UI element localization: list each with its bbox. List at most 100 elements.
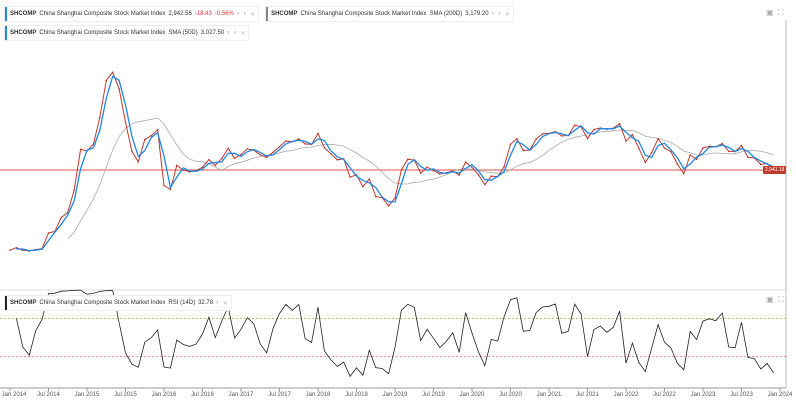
x-tick-label: Jul 2019 bbox=[422, 392, 445, 398]
price-point bbox=[650, 151, 653, 154]
ticker: SHCOMP bbox=[10, 300, 37, 306]
price-point bbox=[618, 122, 621, 125]
close-icon[interactable]: ✕ bbox=[222, 300, 228, 307]
price-point bbox=[721, 142, 724, 145]
price-point bbox=[201, 166, 204, 169]
price-point bbox=[9, 249, 11, 251]
price-point bbox=[285, 140, 287, 142]
indicator: SMA (200D) bbox=[429, 11, 463, 17]
price-point bbox=[682, 172, 685, 175]
price-point bbox=[676, 163, 679, 165]
price-point bbox=[503, 165, 505, 168]
settings-icon[interactable]: ◐ bbox=[233, 30, 238, 36]
price-point bbox=[638, 147, 640, 149]
price-point bbox=[47, 232, 50, 234]
price-point bbox=[317, 132, 319, 135]
price-point bbox=[426, 166, 428, 169]
price-point bbox=[407, 158, 409, 161]
price-point bbox=[73, 189, 75, 191]
legend-sma50: SHCOMP China Shanghai Composite Stock Ma… bbox=[4, 25, 250, 41]
price-point bbox=[240, 153, 242, 156]
price-point bbox=[163, 184, 165, 187]
sma200-line bbox=[67, 117, 774, 239]
price-point bbox=[573, 124, 576, 127]
x-tick-label: Jan 2017 bbox=[228, 392, 254, 398]
price-point bbox=[143, 138, 146, 141]
close-icon[interactable]: ✕ bbox=[240, 30, 246, 37]
close-icon[interactable]: ✕ bbox=[250, 11, 256, 18]
price-point bbox=[471, 166, 473, 169]
settings-icon[interactable]: ◐ bbox=[498, 11, 502, 17]
x-tick-label: Jan 2015 bbox=[74, 392, 100, 398]
price-point bbox=[150, 134, 152, 137]
indicator: SMA (50D) bbox=[168, 30, 198, 36]
price-point bbox=[387, 205, 390, 207]
price-point bbox=[464, 161, 467, 163]
x-tick-label: Jul 2016 bbox=[191, 392, 214, 398]
sma200-value: 3,179.20 bbox=[465, 11, 489, 17]
x-tick-label: Jul 2015 bbox=[114, 392, 137, 398]
rsi-legend-row: SHCOMP China Shanghai Composite Stock Ma… bbox=[4, 295, 762, 311]
maximize-icon[interactable]: ▣ bbox=[766, 8, 774, 17]
x-tick-label: Jan 2020 bbox=[459, 392, 485, 398]
fullscreen-icon[interactable]: ⛶ bbox=[778, 8, 784, 17]
x-tick-label: Jan 2016 bbox=[151, 392, 177, 398]
price-point bbox=[265, 156, 268, 159]
fullscreen-icon[interactable]: ⛶ bbox=[778, 295, 784, 304]
price-point bbox=[15, 246, 18, 249]
x-tick-label: Jul 2022 bbox=[653, 392, 676, 398]
price-point bbox=[272, 151, 274, 154]
series-name: China Shanghai Composite Stock Market In… bbox=[39, 11, 166, 17]
ticker: SHCOMP bbox=[10, 11, 37, 17]
price-point bbox=[246, 148, 249, 150]
series-name: China Shanghai Composite Stock Market In… bbox=[39, 300, 166, 306]
ticker: SHCOMP bbox=[271, 11, 298, 17]
price-point bbox=[208, 158, 210, 161]
price-point bbox=[259, 153, 262, 156]
price-point bbox=[131, 150, 133, 153]
price-point bbox=[278, 145, 281, 148]
settings-icon[interactable]: ◐ bbox=[216, 300, 220, 306]
price-point bbox=[644, 161, 647, 164]
price-point bbox=[625, 140, 627, 142]
price-point bbox=[233, 157, 236, 160]
price-point bbox=[349, 176, 351, 178]
price-point bbox=[336, 159, 339, 161]
price-point bbox=[740, 144, 743, 147]
x-tick-label: Jul 2020 bbox=[499, 392, 522, 398]
price-point bbox=[220, 157, 223, 160]
price-point bbox=[214, 164, 217, 167]
price-point bbox=[695, 158, 698, 161]
x-tick-label: Jan 2021 bbox=[536, 392, 562, 398]
sma50-value: 3,027.50 bbox=[200, 30, 225, 36]
price-point bbox=[362, 185, 364, 188]
x-tick-label: Jan 2019 bbox=[382, 392, 408, 398]
eye-icon[interactable]: ◐ bbox=[227, 30, 231, 36]
price-point bbox=[593, 128, 595, 131]
price-point bbox=[663, 147, 666, 149]
price-point bbox=[702, 147, 704, 149]
price-point bbox=[541, 133, 544, 135]
price-point bbox=[297, 138, 300, 140]
close-icon[interactable]: ✕ bbox=[504, 11, 510, 18]
indicator: RSI (14D) bbox=[168, 300, 196, 306]
price-point bbox=[124, 121, 127, 124]
rsi-value: 32.78 bbox=[198, 300, 214, 306]
price-point bbox=[586, 137, 589, 140]
price-point bbox=[118, 87, 120, 90]
price-point bbox=[458, 174, 460, 176]
maximize-icon[interactable]: ▣ bbox=[766, 295, 774, 304]
price-point bbox=[561, 135, 563, 137]
price-point bbox=[22, 249, 24, 251]
eye-icon[interactable]: ◐ bbox=[491, 11, 496, 17]
price-change-pct: -0.56% bbox=[214, 11, 234, 17]
price-value: 2,942.56 bbox=[168, 11, 192, 17]
x-tick-label: Jul 2014 bbox=[37, 392, 60, 398]
price-point bbox=[509, 143, 512, 146]
settings-icon[interactable]: ◐ bbox=[243, 11, 248, 17]
price-point bbox=[374, 195, 377, 198]
eye-icon[interactable]: ◐ bbox=[236, 11, 241, 17]
reference-price-label: 2,941.18 bbox=[763, 166, 787, 174]
price-point bbox=[227, 147, 229, 150]
